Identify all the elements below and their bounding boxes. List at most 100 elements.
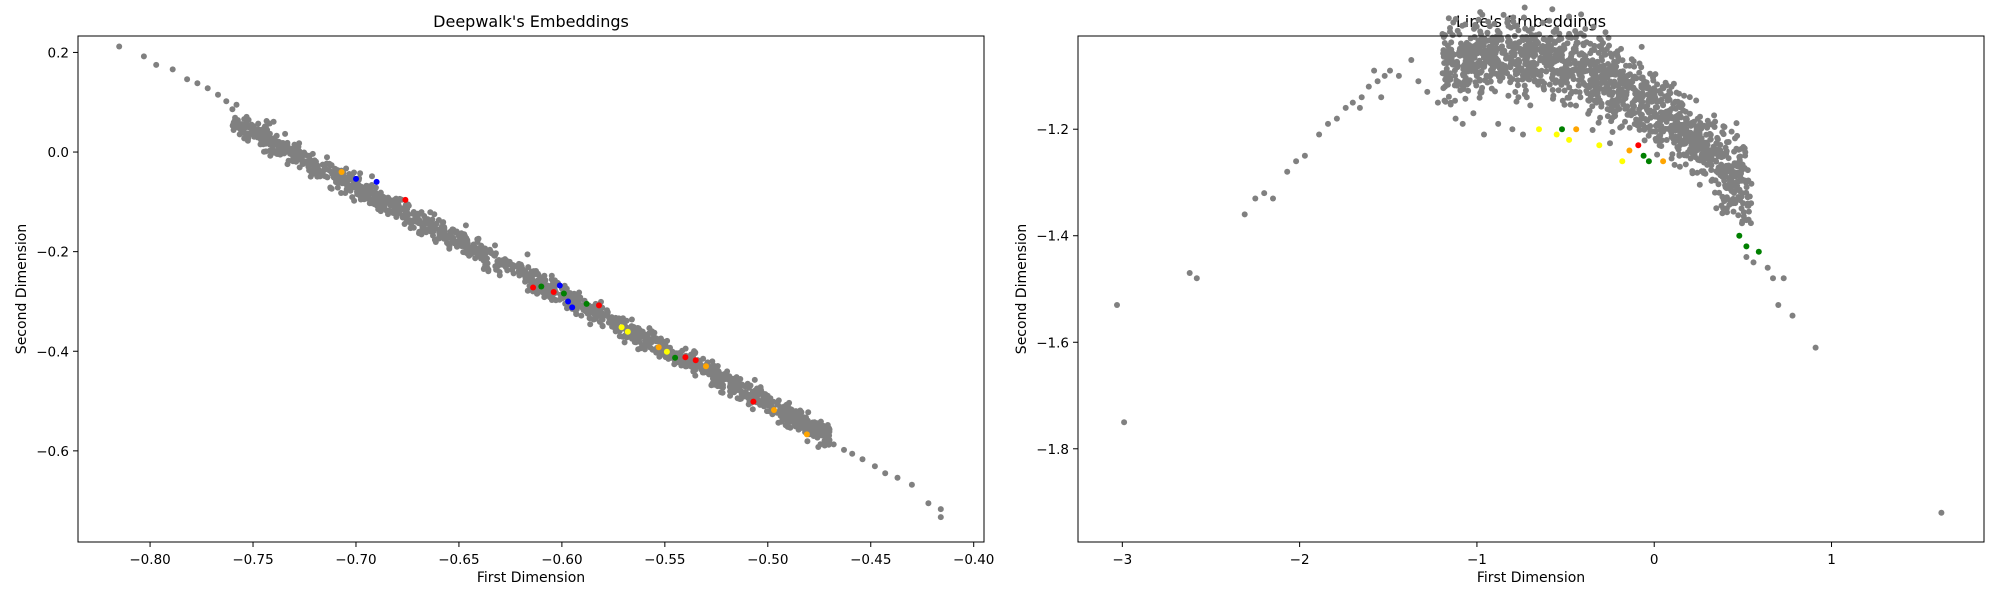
- data-point: [1603, 87, 1610, 94]
- data-point: [1518, 52, 1525, 58]
- highlight-point-yellow: [1536, 126, 1542, 133]
- data-point: [1495, 73, 1502, 80]
- data-point: [1600, 40, 1606, 46]
- data-point: [1607, 140, 1613, 147]
- data-point: [1477, 28, 1484, 35]
- data-point: [1727, 199, 1734, 206]
- chart-title: Deepwalk's Embeddings: [433, 12, 629, 31]
- data-point: [1686, 110, 1693, 117]
- data-point: [1316, 131, 1323, 138]
- data-point: [1378, 94, 1385, 101]
- highlight-point-orange: [1660, 158, 1667, 165]
- y-tick-label: −0.6: [36, 444, 69, 460]
- point-cloud: [229, 106, 833, 450]
- y-tick-label: −1.6: [1036, 335, 1069, 351]
- data-point: [1742, 152, 1749, 159]
- data-point: [1497, 64, 1504, 71]
- data-point: [296, 164, 303, 171]
- data-point: [1709, 121, 1715, 128]
- data-point: [812, 422, 818, 429]
- data-point: [330, 173, 337, 180]
- data-point: [1666, 115, 1673, 122]
- data-point: [826, 436, 833, 443]
- data-point: [586, 315, 593, 322]
- data-point: [1482, 54, 1488, 61]
- data-point: [1674, 144, 1681, 151]
- data-point: [342, 190, 349, 196]
- data-point: [764, 408, 770, 415]
- data-point: [255, 120, 262, 127]
- data-point: [1676, 151, 1683, 158]
- data-point: [1712, 157, 1719, 164]
- data-point: [405, 201, 411, 208]
- data-point: [1553, 26, 1560, 33]
- data-point: [1602, 79, 1609, 86]
- data-point: [306, 157, 313, 164]
- data-point: [1611, 100, 1618, 107]
- data-point: [1530, 62, 1537, 69]
- data-point: [1647, 123, 1654, 129]
- x-tick-label: −0.60: [541, 552, 582, 568]
- data-point: [653, 335, 660, 342]
- data-point: [1656, 133, 1662, 140]
- data-point: [1647, 70, 1654, 77]
- data-point: [1652, 128, 1659, 135]
- data-point: [1629, 99, 1636, 106]
- data-point: [1500, 11, 1507, 18]
- data-point: [1657, 90, 1664, 97]
- data-point: [1561, 101, 1568, 108]
- data-point: [1707, 136, 1714, 143]
- data-point: [1569, 73, 1576, 80]
- data-point: [582, 308, 589, 315]
- data-point: [432, 239, 439, 245]
- data-point: [1682, 161, 1689, 168]
- data-point: [755, 389, 762, 396]
- data-point: [1572, 88, 1579, 95]
- data-point: [1512, 67, 1519, 74]
- data-point: [1270, 195, 1276, 202]
- data-point: [238, 121, 245, 128]
- data-point: [1725, 155, 1732, 162]
- data-point: [882, 470, 889, 477]
- data-point: [623, 317, 630, 324]
- data-point: [1612, 69, 1619, 76]
- data-point: [343, 165, 350, 172]
- data-point: [1707, 147, 1714, 154]
- data-point: [1708, 167, 1715, 173]
- data-point: [1444, 60, 1450, 67]
- highlight-point-green: [1736, 232, 1743, 239]
- data-point: [1720, 153, 1727, 160]
- data-point: [871, 463, 878, 470]
- data-point: [1651, 87, 1658, 94]
- data-point: [1444, 72, 1451, 79]
- highlight-point-red: [530, 284, 537, 291]
- data-point: [446, 243, 453, 250]
- data-point: [1582, 25, 1589, 32]
- data-point: [611, 317, 618, 324]
- data-point: [1520, 37, 1527, 43]
- data-point: [1474, 69, 1481, 76]
- highlight-point-red: [596, 302, 602, 309]
- data-point: [1495, 120, 1502, 127]
- data-point: [432, 225, 439, 232]
- data-point: [420, 220, 427, 227]
- data-point: [355, 182, 362, 189]
- data-point: [1515, 94, 1522, 101]
- data-point: [366, 200, 373, 207]
- data-point: [1536, 71, 1543, 78]
- data-point: [390, 207, 397, 214]
- data-point: [1746, 193, 1753, 200]
- data-point: [636, 338, 643, 345]
- highlight-point-green: [538, 283, 545, 290]
- data-point: [544, 292, 550, 299]
- data-point: [1481, 131, 1487, 138]
- data-point: [297, 156, 304, 163]
- data-point: [1424, 88, 1431, 95]
- data-point: [1672, 127, 1679, 134]
- data-point: [1563, 65, 1570, 72]
- data-point: [460, 249, 467, 256]
- data-point: [475, 252, 481, 259]
- highlight-point-orange: [1573, 126, 1580, 133]
- data-point: [1484, 37, 1491, 44]
- x-tick-label: −0.70: [335, 552, 376, 568]
